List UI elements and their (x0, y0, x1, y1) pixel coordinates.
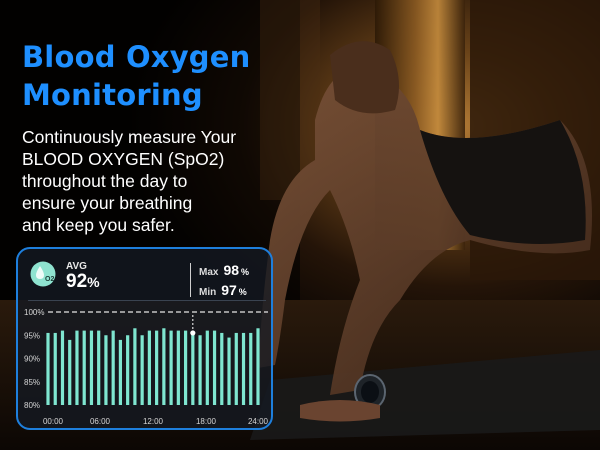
spo2-bar (256, 328, 260, 405)
spo2-bar (183, 330, 188, 405)
card-divider (28, 300, 266, 301)
spo2-bar (82, 330, 86, 405)
spo2-bar (241, 332, 246, 405)
spo2-bar (191, 332, 195, 405)
avg-unit: % (87, 274, 100, 290)
spo2-bar (162, 328, 166, 405)
spo2-bar (234, 332, 238, 405)
o2-icon-text: O2 (45, 276, 54, 283)
y-tick-label: 95% (24, 331, 40, 340)
max-unit: % (241, 267, 250, 277)
y-tick-label: 80% (24, 401, 40, 410)
x-tick-label: 24:00 (248, 417, 269, 426)
max-stat: Max 98% (199, 262, 249, 280)
spo2-bar (97, 330, 101, 405)
stat-divider (190, 263, 191, 297)
spo2-bar (46, 332, 50, 405)
y-tick-label: 100% (24, 308, 44, 317)
highlight-point (190, 330, 196, 336)
spo2-bar (68, 339, 72, 405)
spo2-bar (126, 335, 130, 405)
avg-label: AVG (66, 261, 87, 272)
spo2-bar (205, 330, 209, 405)
avg-number: 92 (66, 271, 88, 292)
description-line-1: Continuously measure Your (22, 127, 237, 147)
spo2-bar (220, 332, 224, 405)
description: Continuously measure Your BLOOD OXYGEN (… (22, 126, 282, 236)
description-line-5: and keep you safer. (22, 215, 175, 235)
description-line-4: ensure your breathing (22, 193, 193, 213)
o2-drop-icon: O2 (30, 261, 56, 287)
avg-value: 92% (66, 271, 100, 293)
spo2-bar (60, 330, 65, 405)
max-value: 98 (223, 262, 240, 278)
spo2-card: O2 AVG 92% Max 98% Min 97% 100% 95% 90% 85% 80… (16, 247, 273, 430)
spo2-bar (169, 330, 173, 405)
min-unit: % (238, 287, 247, 297)
x-tick-label: 12:00 (143, 417, 164, 426)
spo2-bar (155, 330, 159, 405)
headline-line-1: Blood Oxygen (22, 40, 251, 74)
y-tick-label: 85% (24, 378, 40, 387)
min-label: Min (199, 287, 217, 298)
spo2-bar (118, 339, 123, 405)
spo2-bar (111, 330, 115, 405)
spo2-bar (176, 330, 180, 405)
spo2-bar-chart: 100% 95% 90% 85% 80%00:00 06:00 12:00 18:00 24:0… (24, 308, 269, 426)
spo2-bar (212, 330, 217, 405)
spo2-bar (89, 330, 94, 405)
spo2-bar (53, 332, 57, 405)
spo2-bar (104, 335, 108, 405)
min-stat: Min 97% (199, 282, 247, 300)
headline-line-2: Monitoring (22, 78, 203, 112)
x-tick-label: 18:00 (196, 417, 217, 426)
spo2-bar (249, 332, 253, 405)
spo2-bar (133, 328, 137, 405)
spo2-bar (227, 337, 231, 405)
headline: Blood Oxygen Monitoring (22, 38, 282, 114)
max-label: Max (199, 267, 219, 278)
description-line-2: BLOOD OXYGEN (SpO2) (22, 149, 225, 169)
min-value: 97 (221, 282, 237, 298)
x-tick-label: 06:00 (90, 417, 111, 426)
spo2-bar (140, 335, 144, 405)
x-tick-label: 00:00 (43, 417, 64, 426)
y-tick-label: 90% (24, 355, 40, 364)
description-line-3: throughout the day to (22, 171, 188, 191)
spo2-bar (75, 330, 79, 405)
spo2-bar (147, 330, 151, 405)
spo2-bar (198, 335, 202, 405)
